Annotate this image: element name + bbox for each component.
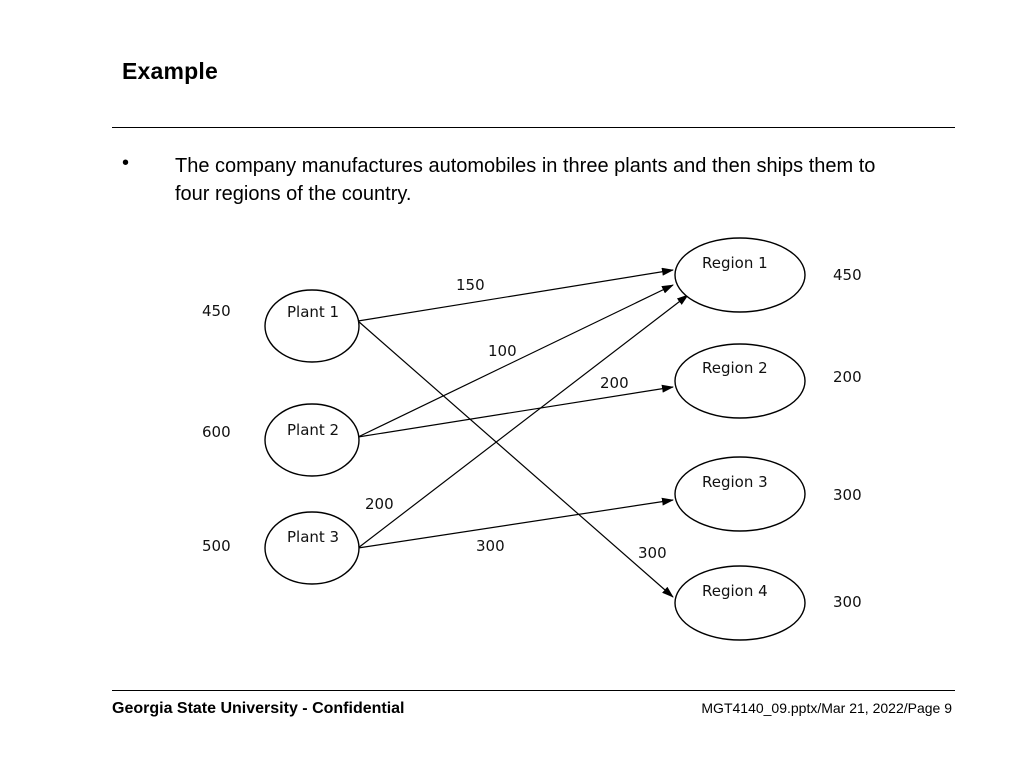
region-label: Region 4 bbox=[702, 582, 768, 600]
region-demand-1: 450 bbox=[833, 266, 862, 284]
region-node-2: Region 2 bbox=[674, 343, 806, 419]
region-label: Region 3 bbox=[702, 473, 768, 491]
plant-supply-3: 500 bbox=[202, 537, 231, 555]
title-divider bbox=[112, 127, 955, 128]
region-demand-3: 300 bbox=[833, 486, 862, 504]
route-label-plant2-region1: 100 bbox=[488, 342, 517, 360]
region-demand-4: 300 bbox=[833, 593, 862, 611]
plant-supply-1: 450 bbox=[202, 302, 231, 320]
route-label-plant3-region1: 200 bbox=[365, 495, 394, 513]
route-plant3-region1 bbox=[357, 294, 689, 549]
plant-supply-2: 600 bbox=[202, 423, 231, 441]
route-label-plant1-region1: 150 bbox=[456, 276, 485, 294]
plant-label: Plant 2 bbox=[287, 421, 339, 439]
footer-file-info: MGT4140_09.pptx/Mar 21, 2022/Page 9 bbox=[701, 700, 952, 716]
plant-label: Plant 3 bbox=[287, 528, 339, 546]
route-plant1-region1 bbox=[357, 267, 674, 322]
plant-node-2: Plant 2 bbox=[264, 403, 360, 477]
plant-node-1: Plant 1 bbox=[264, 289, 360, 363]
bullet-text: The company manufactures automobiles in … bbox=[175, 155, 876, 205]
region-node-1: Region 1 bbox=[674, 237, 806, 313]
footer-divider bbox=[112, 690, 955, 691]
region-node-3: Region 3 bbox=[674, 456, 806, 532]
plant-node-3: Plant 3 bbox=[264, 511, 360, 585]
bullet-marker: • bbox=[122, 152, 130, 174]
slide-title: Example bbox=[122, 58, 219, 84]
route-label-plant2-region2: 200 bbox=[600, 374, 629, 392]
route-plant3-region3 bbox=[357, 497, 674, 549]
route-label-plant3-region3: 300 bbox=[476, 537, 505, 555]
route-label-plant1-region4: 300 bbox=[638, 544, 667, 562]
route-plant1-region4 bbox=[357, 320, 674, 598]
region-label: Region 1 bbox=[702, 254, 768, 272]
plant-label: Plant 1 bbox=[287, 303, 339, 321]
route-plant2-region1 bbox=[357, 284, 674, 438]
footer-organization: Georgia State University - Confidential bbox=[112, 700, 405, 717]
region-node-4: Region 4 bbox=[674, 565, 806, 641]
region-demand-2: 200 bbox=[833, 368, 862, 386]
region-label: Region 2 bbox=[702, 359, 768, 377]
route-plant2-region2 bbox=[357, 384, 674, 438]
